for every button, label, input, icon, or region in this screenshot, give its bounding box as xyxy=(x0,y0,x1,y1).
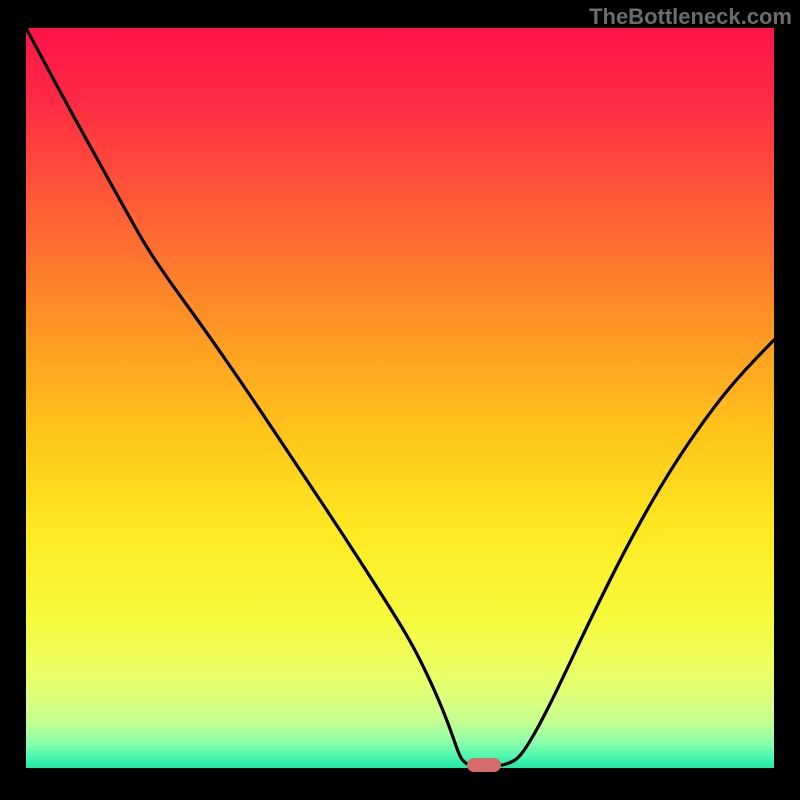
bottleneck-chart: TheBottleneck.com xyxy=(0,0,800,800)
plot-area xyxy=(26,28,774,768)
watermark-text: TheBottleneck.com xyxy=(589,4,792,30)
sweet-spot-marker xyxy=(467,758,501,772)
bottleneck-curve xyxy=(26,28,774,768)
curve-path xyxy=(26,28,774,766)
x-axis xyxy=(26,768,774,771)
